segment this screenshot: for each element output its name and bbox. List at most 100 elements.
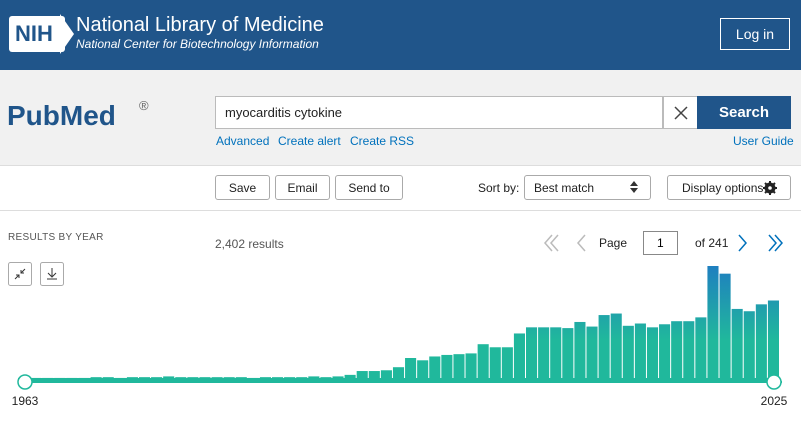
header-title: National Library of Medicine xyxy=(76,14,324,36)
year-bar xyxy=(550,327,562,381)
year-bar xyxy=(755,304,767,381)
year-bar xyxy=(223,377,235,381)
end-year: 2025 xyxy=(761,394,788,408)
search-input[interactable]: myocarditis cytokine xyxy=(215,96,663,129)
year-bar xyxy=(368,371,380,381)
link[interactable]: Create alert xyxy=(278,134,341,148)
slider-handle xyxy=(17,374,33,390)
year-bar xyxy=(126,377,138,381)
year-bar xyxy=(659,324,671,381)
year-bar xyxy=(695,317,707,381)
year-bar xyxy=(78,377,90,381)
year-bar xyxy=(477,344,489,381)
page-label: Page xyxy=(599,236,628,250)
year-bar xyxy=(598,315,610,381)
first-prev-arrows[interactable] xyxy=(540,233,590,253)
year-bar xyxy=(417,360,429,381)
year-bar xyxy=(743,311,755,381)
year-bar xyxy=(562,328,574,381)
timeline-chart: 1963 2025 xyxy=(12,266,788,408)
link[interactable]: User Guide xyxy=(733,134,794,148)
year-bar xyxy=(235,377,247,381)
timeline-title: RESULTS BY YEAR xyxy=(8,232,104,243)
page-total: of 241 xyxy=(695,236,729,250)
nih-logo[interactable]: NIH xyxy=(9,16,65,52)
pubmed-logo[interactable]: PubMed xyxy=(7,100,116,131)
year-bar xyxy=(114,377,126,381)
year-bar xyxy=(671,321,683,381)
year-bar xyxy=(187,377,199,381)
year-bar xyxy=(163,376,175,381)
year-bar xyxy=(356,371,368,381)
year-bar xyxy=(380,370,392,381)
year-bar xyxy=(175,377,187,381)
login-button[interactable]: Log in xyxy=(720,18,790,50)
year-bar xyxy=(405,358,417,381)
sort-label: Sort by: xyxy=(478,181,520,195)
header-subtitle: National Center for Biotechnology Inform… xyxy=(76,37,319,51)
year-bar xyxy=(622,325,634,381)
link[interactable]: Create RSS xyxy=(350,134,415,148)
year-bar xyxy=(320,377,332,381)
year-bar xyxy=(247,377,259,381)
start-year: 1963 xyxy=(12,394,39,408)
select-arrows xyxy=(630,181,638,193)
next-last-arrows[interactable] xyxy=(735,233,785,253)
sort-select[interactable]: Best match xyxy=(524,175,651,200)
search-button[interactable]: Search xyxy=(697,96,791,129)
year-bar xyxy=(344,374,356,381)
year-bar xyxy=(284,377,296,381)
year-bar xyxy=(66,377,78,381)
year-bar xyxy=(296,377,308,381)
year-bar xyxy=(392,367,405,381)
year-bar xyxy=(586,326,598,381)
email-button[interactable]: Email xyxy=(275,175,330,200)
year-bar xyxy=(513,333,525,381)
year-bar xyxy=(441,354,453,381)
clear-button[interactable] xyxy=(663,96,698,129)
year-bar xyxy=(707,266,719,381)
page-input[interactable]: 1 xyxy=(643,231,678,255)
year-bar xyxy=(138,377,151,381)
year-bar xyxy=(634,323,646,381)
slider-handle xyxy=(766,374,782,390)
year-bar xyxy=(574,321,586,381)
gear-icon xyxy=(763,181,777,195)
year-bar xyxy=(259,377,271,381)
logo-arrow xyxy=(60,14,74,54)
download-button[interactable] xyxy=(40,262,64,286)
registered-mark: ® xyxy=(139,98,149,113)
year-bar xyxy=(610,313,622,381)
header: NIH National Library of Medicine Nationa… xyxy=(0,0,801,70)
year-bar xyxy=(102,377,114,381)
year-bar xyxy=(683,321,695,381)
year-bar xyxy=(151,377,163,381)
year-bar xyxy=(90,377,102,381)
year-bar xyxy=(501,347,513,381)
result-count: 2,402 results xyxy=(215,237,284,251)
year-bar xyxy=(731,308,743,381)
year-bar xyxy=(54,377,66,381)
year-bar xyxy=(429,356,441,381)
search-band: PubMed ® myocarditis cytokine Search Adv… xyxy=(0,70,801,166)
year-bar xyxy=(308,376,320,381)
year-bar xyxy=(465,353,477,381)
year-bar xyxy=(42,377,54,381)
year-bar xyxy=(646,327,659,381)
year-bar xyxy=(767,300,779,381)
year-bar xyxy=(489,347,501,381)
year-bar xyxy=(526,327,538,381)
year-bar xyxy=(30,377,42,381)
collapse-button[interactable] xyxy=(8,262,32,286)
year-bar xyxy=(719,273,731,381)
year-bar xyxy=(272,377,284,381)
save-button[interactable]: Save xyxy=(215,175,270,200)
link[interactable]: Advanced xyxy=(216,134,270,148)
year-bar xyxy=(538,327,550,381)
year-bar xyxy=(332,376,344,381)
year-bar xyxy=(453,354,465,381)
toolbar: Save Email Send to Sort by: Best match D… xyxy=(0,166,801,211)
send-button[interactable]: Send to xyxy=(335,175,403,200)
year-bar xyxy=(199,377,211,381)
